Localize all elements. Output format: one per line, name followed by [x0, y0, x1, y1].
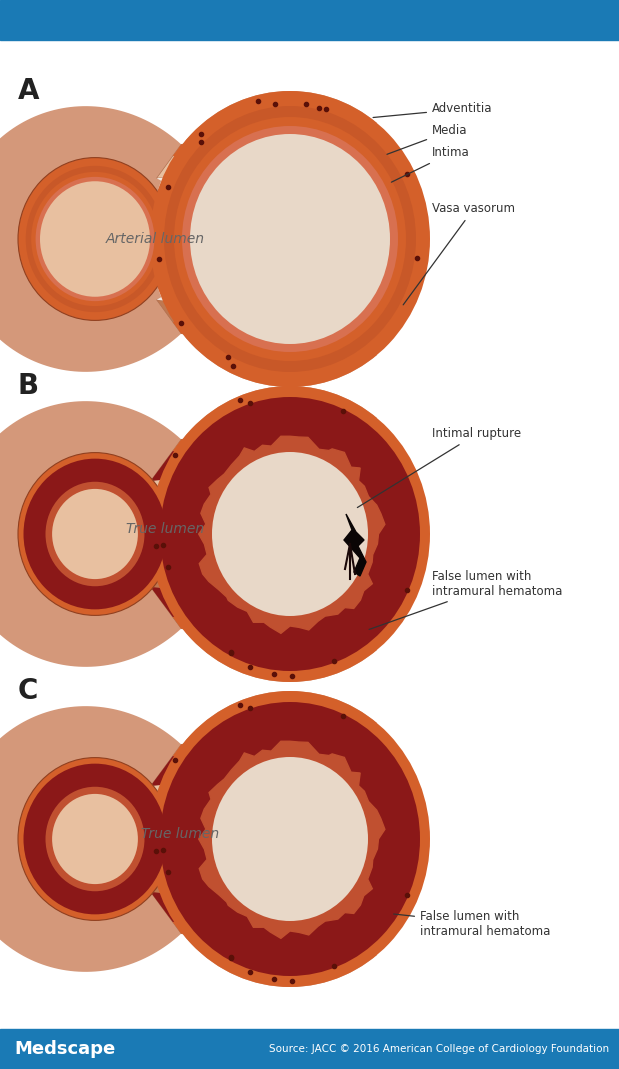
Text: Medscape: Medscape — [14, 1040, 115, 1058]
Polygon shape — [173, 417, 376, 451]
Ellipse shape — [40, 182, 150, 297]
Ellipse shape — [26, 765, 164, 912]
Ellipse shape — [31, 172, 159, 306]
Ellipse shape — [150, 691, 430, 987]
Polygon shape — [143, 882, 376, 956]
Text: A: A — [18, 77, 40, 105]
Ellipse shape — [24, 459, 167, 609]
Polygon shape — [173, 322, 376, 356]
Text: Media: Media — [387, 124, 467, 154]
Polygon shape — [199, 741, 385, 939]
Polygon shape — [143, 469, 368, 599]
Polygon shape — [344, 514, 366, 576]
Ellipse shape — [150, 91, 430, 387]
Ellipse shape — [36, 176, 154, 301]
Ellipse shape — [174, 117, 406, 361]
Ellipse shape — [18, 758, 172, 920]
Polygon shape — [199, 436, 385, 633]
Ellipse shape — [212, 757, 368, 921]
Ellipse shape — [18, 452, 172, 616]
Polygon shape — [0, 91, 376, 387]
Ellipse shape — [46, 787, 144, 892]
Bar — [0, 1029, 619, 1069]
Ellipse shape — [160, 702, 420, 976]
Polygon shape — [173, 921, 376, 956]
Polygon shape — [150, 587, 368, 639]
Polygon shape — [157, 122, 376, 179]
Text: Adventitia: Adventitia — [373, 103, 493, 118]
Ellipse shape — [164, 401, 416, 667]
Ellipse shape — [18, 157, 172, 321]
Ellipse shape — [150, 386, 430, 682]
Ellipse shape — [46, 482, 144, 586]
Polygon shape — [150, 892, 368, 944]
Text: C: C — [18, 677, 38, 704]
Ellipse shape — [52, 489, 138, 579]
Bar — [0, 0, 619, 40]
Text: True lumen: True lumen — [126, 522, 204, 536]
Ellipse shape — [160, 397, 420, 671]
Ellipse shape — [52, 794, 138, 884]
Polygon shape — [143, 774, 368, 903]
Text: True lumen: True lumen — [141, 827, 219, 841]
Ellipse shape — [164, 706, 416, 972]
Polygon shape — [143, 723, 376, 796]
Ellipse shape — [24, 763, 167, 914]
Polygon shape — [157, 156, 390, 322]
Polygon shape — [157, 299, 376, 356]
Polygon shape — [143, 576, 376, 651]
Ellipse shape — [212, 452, 368, 616]
Polygon shape — [173, 617, 376, 651]
Polygon shape — [150, 734, 368, 786]
Ellipse shape — [26, 461, 164, 607]
Polygon shape — [173, 723, 376, 756]
Text: B: B — [18, 372, 39, 400]
Polygon shape — [143, 417, 376, 492]
Polygon shape — [173, 122, 376, 156]
Polygon shape — [0, 386, 376, 682]
Text: Intimal rupture: Intimal rupture — [357, 428, 521, 508]
Ellipse shape — [26, 166, 164, 312]
Text: Vasa vasorum: Vasa vasorum — [403, 202, 515, 305]
Polygon shape — [150, 429, 368, 481]
Text: False lumen with
intramural hematoma: False lumen with intramural hematoma — [369, 570, 563, 630]
Text: Source: JACC © 2016 American College of Cardiology Foundation: Source: JACC © 2016 American College of … — [269, 1044, 609, 1054]
Ellipse shape — [164, 106, 416, 372]
Text: False lumen with
intramural hematoma: False lumen with intramural hematoma — [394, 910, 550, 938]
Polygon shape — [0, 691, 376, 987]
Text: Arterial lumen: Arterial lumen — [105, 232, 204, 246]
Ellipse shape — [190, 134, 390, 344]
Ellipse shape — [182, 126, 398, 352]
Text: Intima: Intima — [391, 146, 470, 182]
